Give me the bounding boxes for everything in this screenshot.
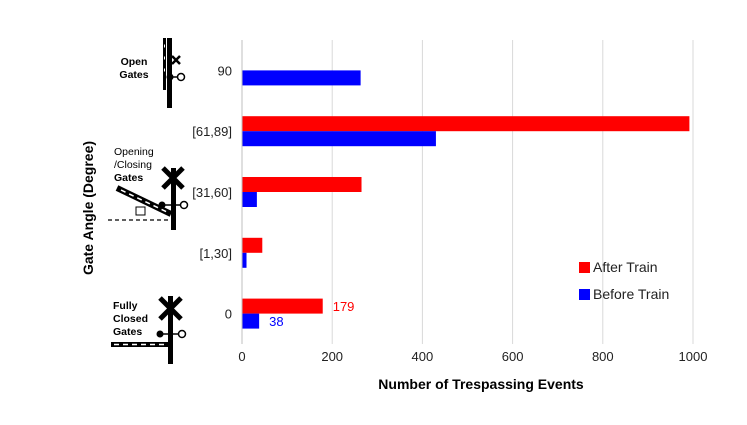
x-tick-label-400: 400	[412, 349, 434, 364]
bar-before-train-31-60	[242, 192, 257, 207]
bar-after-train-0	[242, 298, 323, 314]
y-tick-label-31-60: [31,60]	[192, 185, 232, 200]
bar-before-train-0	[242, 313, 260, 329]
x-tick-label-600: 600	[502, 349, 524, 364]
opening-closing-gate-icon	[108, 166, 189, 230]
legend-swatch-after-train	[579, 262, 590, 273]
bar-before-train-90	[242, 70, 361, 86]
data-label-before-train-0: 38	[269, 314, 283, 329]
legend-label-before-train: Before Train	[593, 286, 669, 302]
legend-swatch-before-train	[579, 289, 590, 300]
x-tick-labels: 0 200 400 600 800 1000	[238, 349, 707, 364]
closed-gates-label-line2: Closed	[113, 313, 148, 325]
bar-after-train-31-60	[242, 177, 362, 192]
gridlines	[331, 40, 694, 344]
bar-after-train-61-89	[242, 116, 690, 132]
x-tick-label-200: 200	[321, 349, 343, 364]
legend-label-after-train: After Train	[593, 259, 658, 275]
y-tick-label-1-30: [1,30]	[199, 246, 232, 261]
closed-gates-label-line1: Fully	[113, 300, 138, 312]
opening-gates-label-line3: Gates	[114, 172, 143, 184]
y-tick-label-90: 90	[218, 63, 232, 78]
x-axis-title: Number of Trespassing Events	[378, 376, 584, 392]
closed-gate-icon	[111, 296, 187, 364]
y-tick-labels: 90 [61,89] [31,60] [1,30] 0	[192, 63, 232, 321]
data-label-after-train-0: 179	[333, 299, 355, 314]
legend: After Train Before Train	[579, 259, 669, 302]
opening-gates-label-line1: Opening	[114, 146, 154, 158]
data-labels: 179 38	[269, 299, 354, 329]
opening-gates-label-line2: /Closing	[114, 159, 152, 171]
x-tick-label-0: 0	[238, 349, 245, 364]
open-gate-icon	[163, 38, 186, 108]
y-tick-label-61-89: [61,89]	[192, 124, 232, 139]
open-gates-label-line1: Open	[121, 56, 148, 68]
x-tick-label-800: 800	[592, 349, 614, 364]
bar-before-train-1-30	[242, 252, 247, 268]
y-tick-label-0: 0	[225, 307, 232, 322]
open-gates-label-line2: Gates	[119, 69, 148, 81]
bars	[242, 70, 690, 329]
x-tick-label-1000: 1000	[679, 349, 708, 364]
bar-after-train-1-30	[242, 237, 263, 253]
y-axis-title: Gate Angle (Degree)	[80, 141, 96, 275]
closed-gates-label-line3: Gates	[113, 326, 142, 338]
bar-before-train-61-89	[242, 131, 436, 147]
